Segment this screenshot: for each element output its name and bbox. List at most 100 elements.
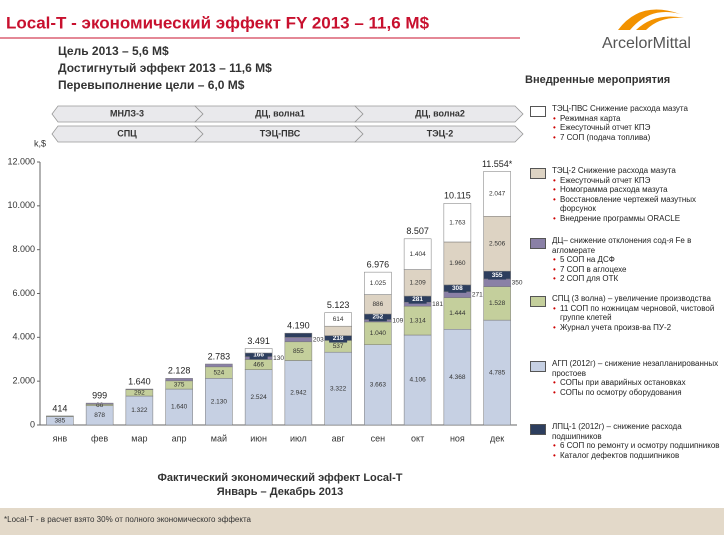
- bar-segment: [483, 278, 511, 287]
- x-tick-label: янв: [53, 433, 68, 443]
- legend-bullet: 7 СОП (подача топлива): [553, 133, 722, 143]
- value-label: 4.106: [409, 377, 426, 384]
- value-label: 2.130: [211, 398, 228, 405]
- x-tick-label: апр: [172, 433, 187, 443]
- total-label: 5.123: [327, 300, 350, 310]
- y-tick-label: 6.000: [12, 288, 35, 298]
- value-label: 109: [392, 317, 403, 324]
- bar-segment: [205, 363, 233, 368]
- x-tick-label: дек: [490, 433, 504, 443]
- legend-bullet: Режимная карта: [553, 114, 722, 124]
- bar-segment: [324, 312, 352, 327]
- legend-label: СПЦ (3 волна) – увеличение производства: [552, 294, 711, 303]
- value-label: 218: [333, 335, 344, 342]
- y-tick-label: 0: [30, 419, 35, 429]
- value-label: 2.524: [250, 394, 267, 401]
- phase-label: СПЦ: [117, 128, 137, 138]
- value-label: 355: [492, 272, 503, 279]
- bar-segment: [483, 171, 511, 217]
- value-label: 886: [372, 301, 383, 308]
- subtitle: Цель 2013 – 5,6 M$: [58, 44, 169, 58]
- value-label: 252: [372, 313, 383, 320]
- total-label: 3.491: [247, 336, 270, 346]
- bar-segment: [165, 378, 193, 382]
- value-label: 1.444: [449, 310, 466, 317]
- value-label: 4.785: [489, 369, 506, 376]
- legend-bullet: Номограмма расхода мазута: [553, 185, 722, 195]
- y-tick-label: 10.000: [7, 200, 35, 210]
- phase-label: ТЭЦ-ПВС: [260, 128, 301, 138]
- value-label: 281: [412, 296, 423, 303]
- phase-label: ДЦ, волна1: [255, 108, 305, 118]
- legend-label: АГП (2012г) – снижение незапланированных…: [552, 359, 719, 378]
- value-label: 3.663: [370, 382, 387, 389]
- legend-bullet: 6 СОП по ремонту и осмотру подшипников: [553, 441, 722, 451]
- bar-segment: [205, 378, 233, 426]
- bar-segment: [483, 286, 511, 321]
- value-label: 537: [333, 343, 344, 350]
- chart-title: Local-T - экономический эффект FY 2013 –…: [6, 13, 430, 32]
- phase-label: ДЦ, волна2: [415, 108, 465, 118]
- legend-bullet: 2 СОП для ОТК: [553, 274, 722, 284]
- legend-swatch: [530, 106, 546, 117]
- bar-segment: [284, 332, 313, 338]
- bar-segment: [483, 319, 511, 426]
- value-label: 271: [472, 291, 483, 298]
- value-label: 2.047: [489, 191, 506, 198]
- legend-label: ТЭЦ-ПВС Снижение расхода мазута: [552, 104, 688, 113]
- logo-text: ArcelorMittal: [602, 35, 691, 52]
- y-tick-label: 4.000: [12, 332, 35, 342]
- legend-bullet: СОПы при аварийных остановках: [553, 378, 722, 388]
- phase-label: ТЭЦ-2: [427, 128, 453, 138]
- legend-swatch: [530, 424, 546, 435]
- value-label: 614: [333, 316, 344, 323]
- total-label: 8.507: [406, 226, 429, 236]
- x-tick-label: июн: [250, 433, 267, 443]
- legend-title: Внедренные мероприятия: [525, 74, 670, 86]
- phase-arrows: [51, 105, 524, 143]
- x-tick-label: ноя: [450, 433, 465, 443]
- legend-label: ТЭЦ-2 Снижение расхода мазута: [552, 166, 676, 175]
- value-label: 1.640: [171, 404, 188, 411]
- bar-segment: [403, 269, 432, 297]
- legend-bullet: 7 СОП в аглоцехе: [553, 265, 722, 275]
- legend-item: ЛПЦ-1 (2012г) – снижение расхода подшипн…: [530, 422, 722, 460]
- legend-bullet: Ежесуточный отчет КПЭ: [553, 123, 722, 133]
- phase-label: МНЛЗ-3: [110, 108, 144, 118]
- total-label: 999: [92, 390, 107, 400]
- legend-item: ТЭЦ-2 Снижение расхода мазутаЕжесуточный…: [530, 166, 722, 223]
- legend-label: ЛПЦ-1 (2012г) – снижение расхода подшипн…: [552, 422, 682, 441]
- logo: ArcelorMittal: [602, 9, 691, 52]
- x-caption: Январь – Декабрь 2013: [217, 486, 344, 498]
- legend-item: СПЦ (3 волна) – увеличение производства1…: [530, 294, 722, 332]
- bar-segment: [403, 305, 432, 336]
- legend-item: ДЦ– снижение отклонения сод-я Fe в аглом…: [530, 236, 722, 284]
- value-label: 2.942: [290, 389, 307, 396]
- total-label: 11.554*: [482, 159, 513, 169]
- footer-band: [0, 508, 724, 535]
- legend-bullet: Журнал учета произв-ва ПУ-2: [553, 323, 722, 333]
- bar-segment: [443, 203, 472, 243]
- legend-bullet: Восстановление чертежей мазутных форсуно…: [553, 195, 722, 214]
- value-label: 1.025: [370, 280, 387, 287]
- value-label: 855: [293, 348, 304, 355]
- legend-item: АГП (2012г) – снижение незапланированных…: [530, 359, 722, 397]
- value-label: 350: [512, 280, 523, 287]
- value-label-bg: [249, 350, 268, 360]
- value-label-bg: [488, 270, 507, 280]
- bar-segment: [443, 329, 472, 426]
- total-label: 2.128: [168, 366, 191, 376]
- value-label: 375: [174, 382, 185, 389]
- total-label: 4.190: [287, 321, 310, 331]
- value-label-bg: [368, 312, 387, 322]
- legend-label: ДЦ– снижение отклонения сод-я Fe в аглом…: [552, 236, 692, 255]
- total-label: 414: [52, 403, 67, 413]
- value-label: 2.506: [489, 240, 506, 247]
- x-tick-label: окт: [411, 433, 424, 443]
- y-tick-label: 8.000: [12, 244, 35, 254]
- value-label: 878: [94, 412, 105, 419]
- bar-segment: [85, 402, 114, 405]
- value-label: 181: [432, 301, 443, 308]
